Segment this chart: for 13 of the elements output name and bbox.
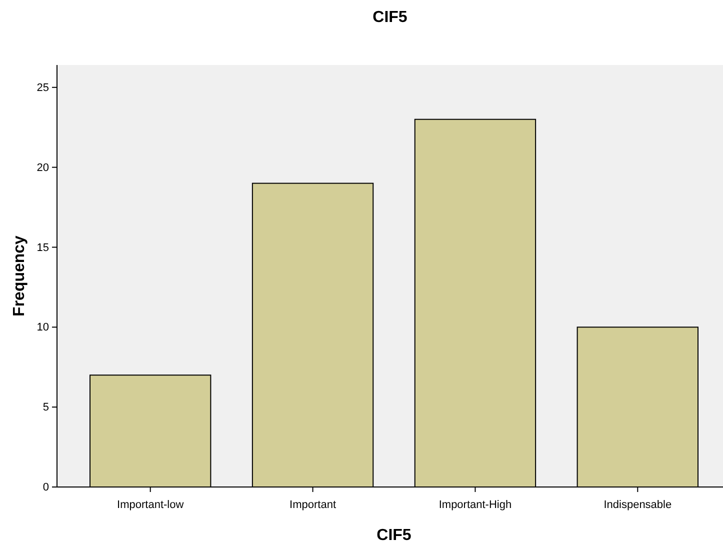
y-tick-label: 15: [36, 242, 49, 254]
y-tick-label: 5: [42, 402, 49, 414]
y-axis-title: Frequency: [11, 235, 28, 316]
x-tick-label: Important-High: [438, 499, 512, 512]
chart-title: CIF5: [372, 9, 408, 26]
y-tick-label: 25: [36, 82, 49, 94]
x-tick-label: Indispensable: [604, 499, 672, 512]
x-tick-label: Important: [290, 499, 336, 512]
y-tick-label: 20: [36, 162, 49, 174]
y-tick-label: 10: [36, 322, 49, 334]
y-tick-label: 0: [42, 482, 49, 494]
x-tick-label: Important-low: [117, 499, 184, 512]
x-axis-title: CIF5: [376, 527, 412, 544]
